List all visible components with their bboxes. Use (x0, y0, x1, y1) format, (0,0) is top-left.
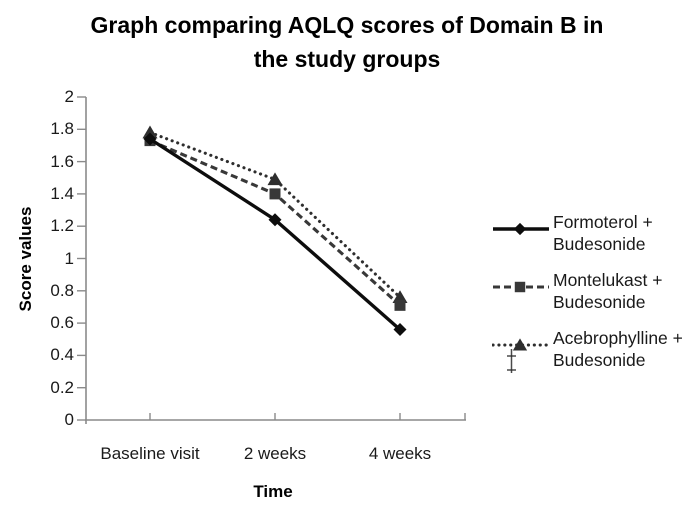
chart-title-line2: the study groups (253, 46, 441, 72)
legend-item-label: Acebrophylline + Budesonide (553, 327, 683, 371)
diamond-marker (513, 222, 527, 236)
square-marker (514, 281, 526, 293)
legend-dashed-line-sample (493, 281, 549, 293)
square-marker (269, 188, 281, 200)
legend-label-line1: Montelukast + (553, 270, 663, 290)
text-cursor-icon (507, 349, 516, 373)
legend-item-label: Formoterol + Budesonide (553, 211, 653, 255)
diamond-marker (393, 323, 407, 337)
legend-item-label: Montelukast + Budesonide (553, 269, 662, 313)
y-tick-label: 1 (64, 248, 74, 268)
chart-title: Graph comparing AQLQ scores of Domain B … (0, 8, 694, 76)
legend-label-line2: Budesonide (553, 234, 646, 254)
legend: Formoterol + Budesonide Montelukast + Budes… (490, 210, 698, 384)
legend-label-line2: Budesonide (553, 350, 646, 370)
y-tick-label: 0.2 (50, 377, 74, 397)
legend-label-line1: Formoterol + (553, 212, 653, 232)
legend-dotted-line-sample (492, 338, 550, 351)
diamond-marker (143, 132, 157, 146)
square-marker (394, 299, 406, 311)
x-axis-title: Time (253, 482, 293, 501)
y-tick-label: 1.6 (50, 151, 74, 171)
y-tick-label: 0 (64, 410, 74, 429)
x-category-label: Baseline visit (100, 444, 200, 463)
y-tick-label: 0.6 (50, 313, 74, 333)
y-tick-label: 0.8 (50, 280, 74, 300)
triangle-marker (267, 172, 283, 186)
legend-item: Formoterol + Budesonide (490, 210, 698, 268)
y-tick-label: 1.4 (50, 183, 74, 203)
series-line-dotted (148, 130, 402, 299)
chart-title-line1: Graph comparing AQLQ scores of Domain B … (90, 12, 604, 38)
legend-item: Montelukast + Budesonide (490, 268, 698, 326)
x-category-label: 4 weeks (368, 444, 432, 463)
y-tick-label: 1.8 (50, 119, 74, 139)
diamond-marker (268, 213, 282, 227)
x-category-label: 2 weeks (243, 444, 307, 463)
legend-item: Acebrophylline + Budesonide (490, 326, 698, 384)
legend-label-line1: Acebrophylline + (553, 328, 683, 348)
legend-solid-line-sample (493, 222, 549, 236)
triangle-marker (512, 338, 528, 351)
y-tick-label: 2 (64, 87, 74, 106)
y-tick-label: 0.4 (50, 345, 74, 365)
legend-label-line2: Budesonide (553, 292, 646, 312)
series-line-solid (149, 137, 402, 331)
y-tick-label: 1.2 (50, 216, 74, 236)
